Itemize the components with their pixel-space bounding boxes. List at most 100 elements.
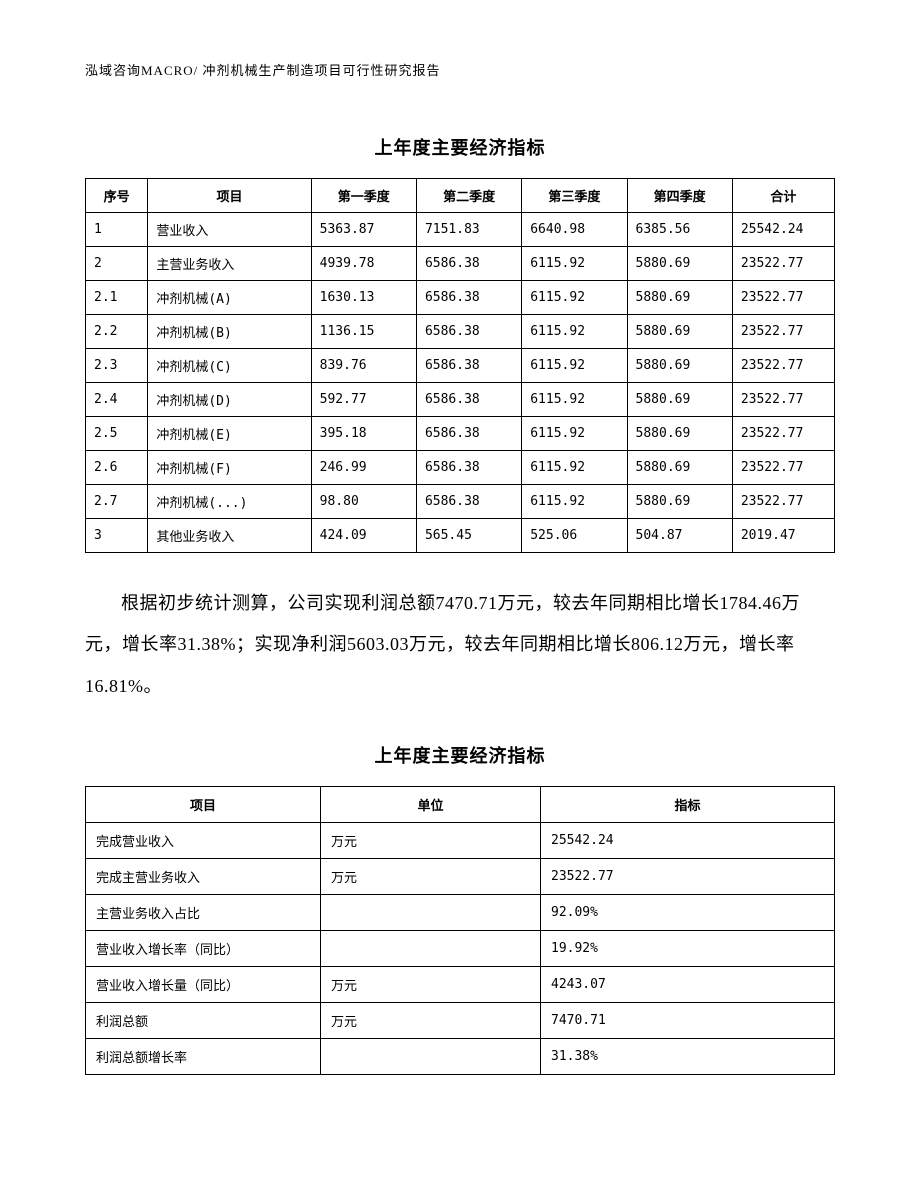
table-cell: 504.87 [627, 519, 732, 553]
table-cell: 4243.07 [541, 967, 835, 1003]
table-cell: 利润总额增长率 [86, 1039, 321, 1075]
table-cell: 7151.83 [416, 213, 521, 247]
table-cell: 冲剂机械(D) [148, 383, 311, 417]
table-cell: 6115.92 [522, 315, 627, 349]
table-cell: 5880.69 [627, 247, 732, 281]
table-row: 完成营业收入万元25542.24 [86, 823, 835, 859]
table-cell: 23522.77 [732, 315, 834, 349]
table-cell [321, 895, 541, 931]
table-row: 3其他业务收入424.09565.45525.06504.872019.47 [86, 519, 835, 553]
col-header: 第二季度 [416, 179, 521, 213]
table-cell: 主营业务收入 [148, 247, 311, 281]
table2-title: 上年度主要经济指标 [85, 742, 835, 768]
table-row: 2.1冲剂机械(A)1630.136586.386115.925880.6923… [86, 281, 835, 315]
table-cell: 1136.15 [311, 315, 416, 349]
col-header: 指标 [541, 787, 835, 823]
table-cell: 营业收入增长率（同比） [86, 931, 321, 967]
summary-paragraph: 根据初步统计测算，公司实现利润总额7470.71万元，较去年同期相比增长1784… [85, 583, 835, 707]
table-row: 完成主营业务收入万元23522.77 [86, 859, 835, 895]
table-cell: 冲剂机械(A) [148, 281, 311, 315]
table-cell: 5880.69 [627, 281, 732, 315]
col-header: 合计 [732, 179, 834, 213]
table-cell: 2.5 [86, 417, 148, 451]
table-cell: 31.38% [541, 1039, 835, 1075]
economic-indicators-table-2: 项目 单位 指标 完成营业收入万元25542.24完成主营业务收入万元23522… [85, 786, 835, 1075]
table-cell: 23522.77 [732, 349, 834, 383]
table-cell: 利润总额 [86, 1003, 321, 1039]
table-cell: 营业收入增长量（同比） [86, 967, 321, 1003]
table-cell: 592.77 [311, 383, 416, 417]
table-row: 利润总额万元7470.71 [86, 1003, 835, 1039]
table-cell: 6115.92 [522, 417, 627, 451]
table-cell: 万元 [321, 859, 541, 895]
table-cell: 92.09% [541, 895, 835, 931]
table-cell: 565.45 [416, 519, 521, 553]
table-cell: 冲剂机械(C) [148, 349, 311, 383]
table-cell [321, 1039, 541, 1075]
table-cell: 2.3 [86, 349, 148, 383]
table-cell: 19.92% [541, 931, 835, 967]
table-row: 2.4冲剂机械(D)592.776586.386115.925880.69235… [86, 383, 835, 417]
table-row: 营业收入增长率（同比） 19.92% [86, 931, 835, 967]
table-cell: 万元 [321, 823, 541, 859]
table-cell: 4939.78 [311, 247, 416, 281]
table-cell: 395.18 [311, 417, 416, 451]
table-cell: 2 [86, 247, 148, 281]
table-cell: 6115.92 [522, 349, 627, 383]
table-cell: 25542.24 [732, 213, 834, 247]
table-cell: 6586.38 [416, 383, 521, 417]
table-cell: 其他业务收入 [148, 519, 311, 553]
table-row: 2.3冲剂机械(C)839.766586.386115.925880.69235… [86, 349, 835, 383]
table-cell: 5880.69 [627, 417, 732, 451]
table-cell: 完成主营业务收入 [86, 859, 321, 895]
col-header: 单位 [321, 787, 541, 823]
table-cell: 6115.92 [522, 451, 627, 485]
table-cell: 23522.77 [732, 451, 834, 485]
table-cell: 冲剂机械(F) [148, 451, 311, 485]
table-cell: 6586.38 [416, 281, 521, 315]
economic-indicators-table-1: 序号 项目 第一季度 第二季度 第三季度 第四季度 合计 1营业收入5363.8… [85, 178, 835, 553]
table-cell: 2.6 [86, 451, 148, 485]
table-cell: 主营业务收入占比 [86, 895, 321, 931]
table-cell: 5880.69 [627, 315, 732, 349]
table-cell: 98.80 [311, 485, 416, 519]
table-cell: 5880.69 [627, 485, 732, 519]
table-cell: 6115.92 [522, 247, 627, 281]
table-cell: 25542.24 [541, 823, 835, 859]
table-cell: 23522.77 [732, 383, 834, 417]
table-row: 2.7冲剂机械(...)98.806586.386115.925880.6923… [86, 485, 835, 519]
table-cell: 5880.69 [627, 383, 732, 417]
table-cell: 6586.38 [416, 485, 521, 519]
table-cell: 6586.38 [416, 451, 521, 485]
table-cell: 2.2 [86, 315, 148, 349]
table-cell: 6115.92 [522, 383, 627, 417]
table-row: 2.2冲剂机械(B)1136.156586.386115.925880.6923… [86, 315, 835, 349]
table-cell: 6385.56 [627, 213, 732, 247]
table-cell: 完成营业收入 [86, 823, 321, 859]
table-cell: 6115.92 [522, 485, 627, 519]
col-header: 项目 [86, 787, 321, 823]
table-cell: 23522.77 [732, 485, 834, 519]
table-cell: 5880.69 [627, 349, 732, 383]
col-header: 第一季度 [311, 179, 416, 213]
table-row: 利润总额增长率 31.38% [86, 1039, 835, 1075]
col-header: 序号 [86, 179, 148, 213]
table-cell: 6640.98 [522, 213, 627, 247]
table-cell: 6115.92 [522, 281, 627, 315]
table-cell: 2.4 [86, 383, 148, 417]
table-cell: 6586.38 [416, 349, 521, 383]
table1-title: 上年度主要经济指标 [85, 134, 835, 160]
table-cell: 6586.38 [416, 417, 521, 451]
table-cell: 2.7 [86, 485, 148, 519]
table-cell: 1 [86, 213, 148, 247]
table1-header-row: 序号 项目 第一季度 第二季度 第三季度 第四季度 合计 [86, 179, 835, 213]
table-cell: 23522.77 [732, 281, 834, 315]
table-cell: 万元 [321, 1003, 541, 1039]
table-cell: 2.1 [86, 281, 148, 315]
table-cell: 6586.38 [416, 247, 521, 281]
table-cell: 23522.77 [732, 247, 834, 281]
table-cell: 5363.87 [311, 213, 416, 247]
table2-header-row: 项目 单位 指标 [86, 787, 835, 823]
table-cell: 营业收入 [148, 213, 311, 247]
page-header: 泓域咨询MACRO/ 冲剂机械生产制造项目可行性研究报告 [85, 60, 835, 79]
